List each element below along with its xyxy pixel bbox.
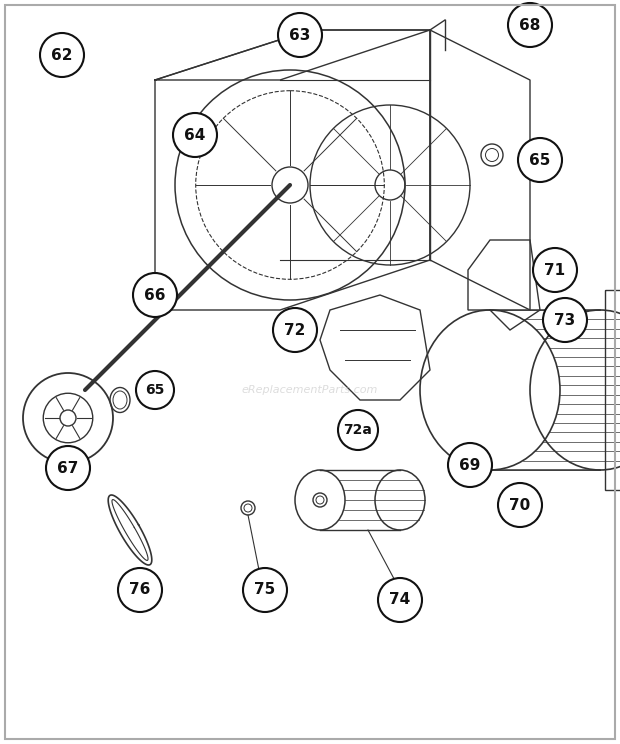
Circle shape [136,371,174,409]
Text: 74: 74 [389,592,410,608]
Text: 65: 65 [529,153,551,167]
Text: eReplacementParts.com: eReplacementParts.com [242,385,378,395]
Text: 72: 72 [285,322,306,338]
Circle shape [118,568,162,612]
Text: 68: 68 [520,18,541,33]
Text: 65: 65 [145,383,165,397]
Text: 75: 75 [254,583,276,597]
Text: 63: 63 [290,28,311,42]
Text: 64: 64 [184,127,206,143]
Circle shape [278,13,322,57]
Circle shape [173,113,217,157]
Text: 71: 71 [544,263,565,278]
Circle shape [243,568,287,612]
Circle shape [508,3,552,47]
Circle shape [448,443,492,487]
Circle shape [378,578,422,622]
Circle shape [518,138,562,182]
Circle shape [543,298,587,342]
Circle shape [273,308,317,352]
Text: 69: 69 [459,458,481,472]
Circle shape [40,33,84,77]
Text: 70: 70 [510,498,531,513]
Text: 66: 66 [144,287,166,303]
Text: 72a: 72a [343,423,373,437]
Text: 62: 62 [51,48,73,62]
Text: 76: 76 [130,583,151,597]
Circle shape [533,248,577,292]
Circle shape [338,410,378,450]
Circle shape [498,483,542,527]
Text: 67: 67 [57,461,79,475]
Circle shape [133,273,177,317]
Circle shape [46,446,90,490]
Text: 73: 73 [554,312,575,327]
